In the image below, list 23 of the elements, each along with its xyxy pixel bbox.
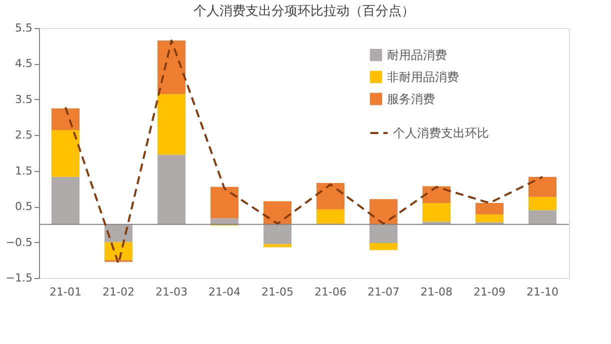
chart-title: 个人消费支出分项环比拉动（百分点） — [194, 4, 414, 19]
x-tick-label: 21-06 — [314, 286, 346, 298]
x-tick-label: 21-04 — [208, 286, 240, 298]
x-tick-label: 21-07 — [368, 286, 400, 298]
legend-label: 个人消费支出环比 — [393, 126, 489, 140]
y-tick-label: 4.5 — [15, 57, 32, 70]
y-tick-label: 2.5 — [15, 128, 32, 142]
y-tick-label: −0.5 — [6, 236, 32, 249]
x-tick-label: 21-05 — [262, 286, 294, 298]
y-tick-label: 0.5 — [15, 200, 32, 214]
x-tick-label: 21-09 — [474, 286, 506, 298]
legend-label: 非耐用品消费 — [387, 70, 459, 84]
legend-label: 服务消费 — [387, 92, 435, 106]
y-tick-label: 1.5 — [15, 164, 32, 178]
y-tick-label: −1.5 — [6, 272, 32, 284]
x-tick-label: 21-08 — [420, 286, 452, 298]
y-tick-label: 3.5 — [15, 92, 32, 106]
legend-label: 耐用品消费 — [387, 48, 447, 62]
y-tick-label: 5.5 — [15, 22, 32, 34]
x-tick-label: 21-03 — [156, 286, 188, 298]
x-tick-label: 21-01 — [50, 286, 82, 298]
x-tick-label: 21-02 — [102, 286, 134, 298]
x-tick-label: 21-10 — [526, 286, 558, 298]
